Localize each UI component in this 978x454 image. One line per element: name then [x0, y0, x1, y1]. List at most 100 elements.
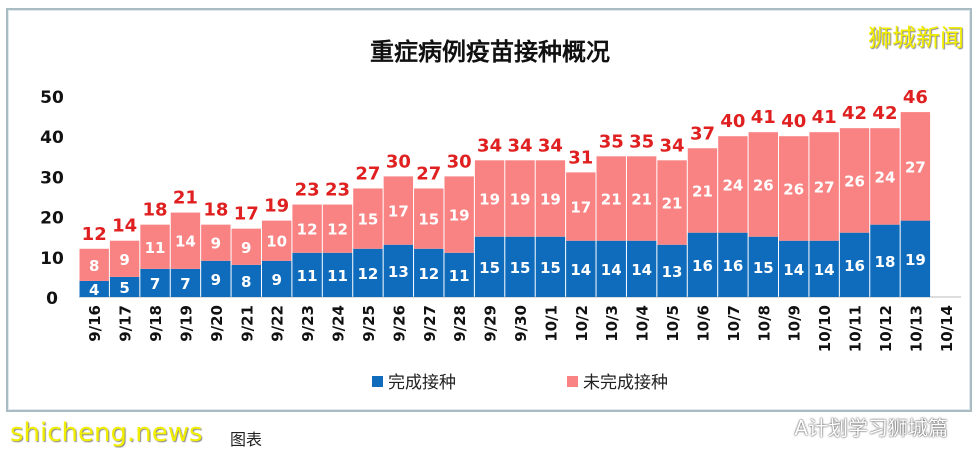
total-label: 14	[112, 216, 137, 237]
x-tick-label: 9/22	[269, 305, 287, 342]
bar-uncompleted	[79, 248, 109, 281]
total-label: 34	[538, 135, 563, 156]
data-label: 14	[570, 261, 591, 279]
bar-uncompleted	[414, 188, 444, 249]
legend-label-completed: 完成接种	[388, 373, 456, 393]
bar-uncompleted	[505, 160, 535, 237]
x-tick-label: 10/14	[938, 305, 956, 352]
data-label: 7	[150, 275, 160, 293]
data-label: 19	[540, 191, 561, 209]
watermark-top-right: 狮城新闻	[868, 24, 964, 52]
x-tick-label: 9/26	[390, 305, 408, 342]
bar-completed	[474, 236, 505, 297]
data-label: 26	[753, 176, 774, 194]
data-label: 15	[540, 259, 561, 277]
bar-completed	[383, 244, 414, 297]
y-tick-label: 0	[46, 289, 58, 309]
bar-completed	[505, 236, 535, 297]
bar-uncompleted	[748, 132, 779, 237]
bar-uncompleted	[353, 188, 383, 249]
bar-uncompleted	[809, 132, 839, 241]
total-label: 37	[690, 123, 715, 144]
x-tick-label: 10/8	[755, 305, 773, 342]
bar-completed	[839, 232, 870, 297]
total-label: 31	[568, 147, 593, 168]
data-label: 5	[119, 279, 129, 297]
bar-uncompleted	[718, 136, 748, 233]
data-label: 26	[783, 180, 804, 198]
data-label: 27	[814, 178, 835, 196]
total-label: 23	[325, 180, 350, 201]
bar-uncompleted	[261, 220, 292, 261]
bar-uncompleted	[474, 160, 505, 237]
x-tick-label: 10/11	[847, 305, 865, 352]
y-tick-label: 20	[40, 209, 64, 229]
total-label: 35	[599, 131, 624, 152]
total-label: 12	[82, 224, 107, 245]
data-label: 19	[905, 251, 926, 269]
bar-completed	[261, 260, 292, 297]
data-label: 9	[271, 271, 281, 289]
bar-completed	[353, 248, 383, 297]
data-label: 17	[388, 203, 409, 221]
data-label: 7	[180, 275, 190, 293]
bar-completed	[900, 220, 931, 297]
x-tick-label: 10/5	[664, 305, 682, 342]
bar-uncompleted	[687, 148, 718, 233]
data-label: 11	[145, 239, 166, 257]
data-label: 15	[357, 211, 378, 229]
bar-completed	[870, 224, 900, 297]
legend-label-uncompleted: 未完成接种	[583, 373, 668, 393]
bar-completed	[322, 252, 353, 297]
data-label: 12	[297, 221, 318, 239]
bar-completed	[748, 236, 779, 297]
bar-uncompleted	[839, 128, 870, 233]
bar-uncompleted	[231, 228, 261, 265]
total-label: 21	[173, 188, 198, 209]
y-tick-label: 30	[40, 168, 64, 188]
bar-uncompleted	[383, 176, 414, 245]
data-label: 18	[875, 253, 896, 271]
data-label: 11	[449, 267, 470, 285]
total-label: 34	[660, 135, 685, 156]
bar-completed	[79, 280, 109, 297]
bar-uncompleted	[535, 160, 566, 237]
bar-completed	[596, 240, 626, 297]
total-label: 40	[720, 111, 745, 132]
total-label: 35	[629, 131, 654, 152]
bar-uncompleted	[322, 204, 353, 253]
bar-completed	[444, 252, 474, 297]
data-label: 21	[662, 195, 683, 213]
total-label: 40	[781, 111, 806, 132]
bar-completed	[566, 240, 596, 297]
total-label: 18	[203, 200, 228, 221]
data-label: 21	[631, 191, 652, 209]
data-label: 17	[570, 199, 591, 217]
bar-completed	[140, 268, 170, 297]
total-label: 27	[355, 163, 380, 184]
caption: 图表	[230, 430, 263, 449]
data-label: 12	[327, 221, 348, 239]
total-label: 23	[295, 180, 320, 201]
total-label: 27	[416, 163, 441, 184]
bar-completed	[292, 252, 322, 297]
x-tick-label: 10/9	[786, 305, 804, 342]
y-tick-label: 40	[40, 128, 64, 148]
data-label: 16	[692, 257, 713, 275]
total-label: 34	[507, 135, 532, 156]
data-label: 13	[388, 263, 409, 281]
x-tick-label: 10/1	[542, 305, 560, 342]
total-label: 30	[386, 151, 411, 172]
total-label: 18	[143, 200, 168, 221]
data-label: 27	[905, 158, 926, 176]
x-tick-label: 9/27	[421, 305, 439, 342]
x-tick-label: 10/12	[877, 305, 895, 352]
data-label: 4	[89, 281, 99, 299]
total-label: 19	[264, 196, 289, 217]
bar-completed	[109, 276, 140, 297]
total-label: 30	[447, 151, 472, 172]
bar-uncompleted	[566, 172, 596, 241]
total-label: 42	[842, 103, 867, 124]
x-tick-label: 9/19	[177, 305, 195, 342]
bar-uncompleted	[657, 160, 687, 245]
